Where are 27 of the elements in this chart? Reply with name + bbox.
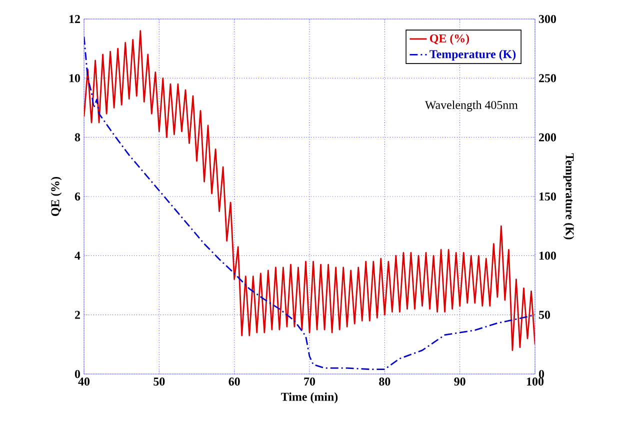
x-axis-title: Time (min) [281,392,338,404]
y2-tick-label: 50 [539,310,550,319]
y-tick-label: 6 [74,192,80,201]
legend-label: QE (%) [430,34,470,45]
x-tick-label: 80 [379,378,390,386]
y2-tick-label: 200 [539,133,556,142]
x-tick-label: 60 [228,378,240,386]
x-tick-label: 90 [454,378,466,386]
x-tick-label: 50 [154,378,165,386]
y-tick-label: 12 [69,15,80,23]
x-tick-label: 70 [304,378,316,386]
y2-tick-label: 0 [538,370,544,378]
y-tick-label: 2 [75,310,80,319]
annotation: Wavelength 405nm [424,100,518,112]
y2-tick-label: 300 [538,14,556,24]
y-tick-label: 10 [69,74,80,82]
y2-tick-label: 250 [539,74,556,82]
y2-axis-title: Temperature (K) [563,153,574,240]
y-tick-label: 0 [74,370,80,378]
x-tick-label: 100 [526,378,544,386]
y-tick-label: 4 [74,252,80,260]
y-axis-title: QE (%) [50,176,62,216]
x-tick-label: 40 [78,378,90,386]
legend-label: Temperature (K) [430,50,516,61]
y2-tick-label: 100 [539,252,556,260]
y-tick-label: 8 [74,133,80,142]
y2-tick-label: 150 [539,192,556,201]
